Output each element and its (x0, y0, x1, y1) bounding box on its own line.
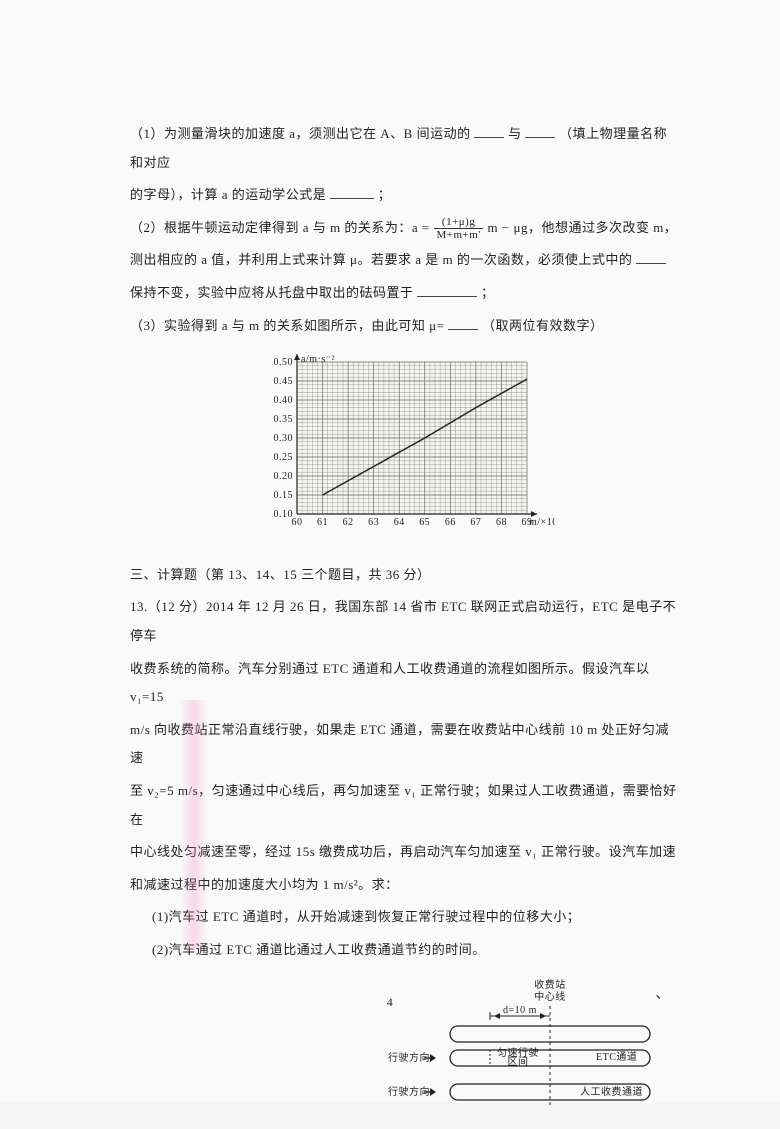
svg-text:0.45: 0.45 (274, 376, 294, 387)
svg-text:66: 66 (445, 517, 456, 528)
chart-svg: 606162636465666768690.100.150.200.250.30… (255, 348, 555, 538)
q13-line5: 中心线处匀减速至零，经过 15s 缴费成功后，再启动汽车匀加速至 v₁ 正常行驶… (130, 838, 680, 867)
svg-text:68: 68 (496, 517, 507, 528)
svg-text:61: 61 (317, 517, 328, 528)
blank-q1-3 (330, 184, 374, 199)
blank-q2-1 (636, 249, 666, 264)
q13-line1: 13.（12 分）2014 年 12 月 26 日，我国东部 14 省市 ETC… (130, 593, 680, 650)
svg-text:67: 67 (470, 517, 481, 528)
q13-line6: 和减速过程中的加速度大小均为 1 m/s²。求： (130, 871, 680, 900)
svg-text:行驶方向: 行驶方向 (388, 1085, 430, 1098)
diagram-container: 收费站中心线d=10 m匀速行驶区间ETC通道人工收费通道行驶方向行驶方向 (360, 978, 660, 1129)
q2-text-a: （2）根据牛顿运动定律得到 a 与 m 的关系为：a = (130, 220, 430, 235)
svg-text:0.50: 0.50 (274, 357, 294, 368)
svg-text:60: 60 (292, 517, 303, 528)
q13-sub1: (1)汽车过 ETC 通道时，从开始减速到恢复正常行驶过程中的位移大小； (152, 903, 680, 932)
q1-text-a: （1）为测量滑块的加速度 a，须测出它在 A、B 间运动的 (130, 126, 471, 141)
svg-text:65: 65 (419, 517, 430, 528)
chart-container: 606162636465666768690.100.150.200.250.30… (255, 348, 555, 549)
q1-line2: 的字母），计算 a 的运动学公式是 ； (130, 181, 680, 210)
svg-text:0.40: 0.40 (274, 395, 294, 406)
q2-fraction: (1+μ)g M+m+m' (434, 216, 482, 241)
svg-text:行驶方向: 行驶方向 (388, 1051, 430, 1064)
page-root: （1）为测量滑块的加速度 a，须测出它在 A、B 间运动的 与 （填上物理量名称… (0, 0, 780, 1103)
q2-text-2a: 测出相应的 a 值，并利用上式来计算 μ。若要求 a 是 m 的一次函数，必须使… (130, 252, 632, 267)
frac-num: (1+μ)g (434, 216, 482, 229)
q2-line3: 保持不变，实验中应将从托盘中取出的砝码置于 ； (130, 279, 680, 308)
q13-line4: 至 v₂=5 m/s，匀速通过中心线后，再匀加速至 v₁ 正常行驶；如果过人工收… (130, 777, 680, 834)
svg-text:0.25: 0.25 (274, 452, 294, 463)
accent-mark: 、 (656, 980, 671, 1011)
q13-line2: 收费系统的简称。汽车分别通过 ETC 通道和人工收费通道的流程如图所示。假设汽车… (130, 655, 680, 712)
q13-sub2: (2)汽车通过 ETC 通道比通过人工收费通道节约的时间。 (152, 936, 680, 965)
q1-text-b: 与 (508, 126, 522, 141)
q3-text-a: （3）实验得到 a 与 m 的关系如图所示，由此可知 μ= (130, 318, 444, 333)
q2-text-3b: ； (481, 285, 495, 300)
q13-line3: m/s 向收费站正常沿直线行驶，如果走 ETC 通道，需要在收费站中心线前 10… (130, 716, 680, 773)
q2-line2: 测出相应的 a 值，并利用上式来计算 μ。若要求 a 是 m 的一次函数，必须使… (130, 246, 680, 275)
svg-text:中心线: 中心线 (534, 990, 566, 1003)
frac-den: M+m+m' (434, 229, 482, 241)
section3-title: 三、计算题（第 13、14、15 三个题目，共 36 分） (130, 561, 680, 590)
blank-q1-1 (474, 123, 504, 138)
svg-text:0.10: 0.10 (274, 509, 294, 520)
blank-q2-2 (417, 282, 477, 297)
q1-text-2b: ； (378, 187, 392, 202)
svg-text:0.30: 0.30 (274, 433, 294, 444)
svg-text:d=10 m: d=10 m (503, 1005, 537, 1016)
svg-text:64: 64 (394, 517, 405, 528)
blank-q1-2 (525, 123, 555, 138)
svg-text:62: 62 (343, 517, 354, 528)
blank-q3-1 (448, 315, 478, 330)
svg-text:m/×10⁻³kg: m/×10⁻³kg (529, 517, 555, 528)
q1-text-2a: 的字母），计算 a 的运动学公式是 (130, 187, 326, 202)
svg-text:0.20: 0.20 (274, 471, 294, 482)
diagram-svg: 收费站中心线d=10 m匀速行驶区间ETC通道人工收费通道行驶方向行驶方向 (360, 978, 660, 1118)
page-number: 4 (387, 989, 394, 1015)
q2-line1: （2）根据牛顿运动定律得到 a 与 m 的关系为：a = (1+μ)g M+m+… (130, 214, 680, 243)
q2-text-b: m − μg，他想通过多次改变 m， (488, 220, 678, 235)
svg-text:区间: 区间 (508, 1055, 529, 1068)
svg-text:0.15: 0.15 (274, 490, 294, 501)
svg-text:a/m·s⁻²: a/m·s⁻² (301, 354, 335, 365)
svg-text:ETC通道: ETC通道 (596, 1050, 637, 1063)
svg-text:人工收费通道: 人工收费通道 (580, 1085, 643, 1098)
q3-line: （3）实验得到 a 与 m 的关系如图所示，由此可知 μ= （取两位有效数字） (130, 312, 680, 341)
q1-line1: （1）为测量滑块的加速度 a，须测出它在 A、B 间运动的 与 （填上物理量名称… (130, 120, 680, 177)
svg-text:63: 63 (368, 517, 379, 528)
q3-text-b: （取两位有效数字） (482, 318, 604, 333)
q2-text-3a: 保持不变，实验中应将从托盘中取出的砝码置于 (130, 285, 414, 300)
svg-text:0.35: 0.35 (274, 414, 294, 425)
svg-text:收费站: 收费站 (534, 978, 566, 991)
